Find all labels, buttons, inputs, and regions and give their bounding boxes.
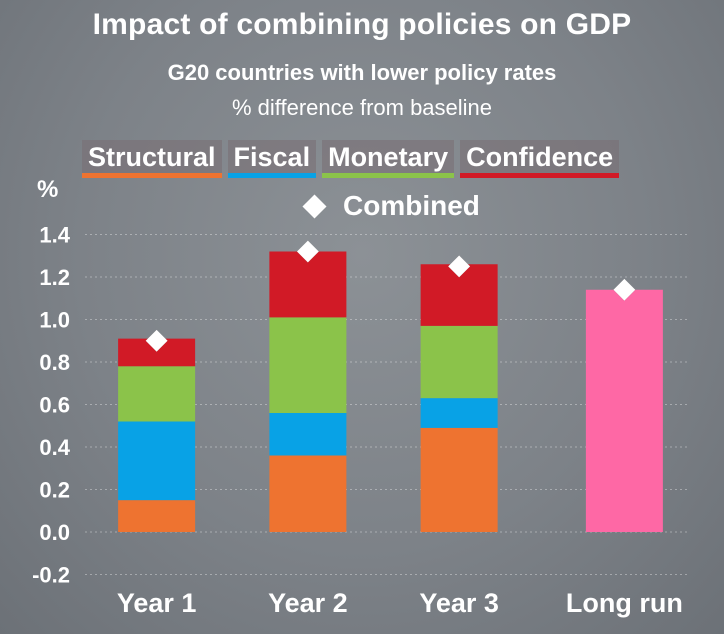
x-category-label: Long run bbox=[566, 588, 683, 618]
bar-fiscal-year-1 bbox=[118, 421, 196, 501]
legend-item-monetary: Monetary bbox=[322, 140, 455, 178]
bar-structural-year-1 bbox=[118, 500, 196, 532]
bar-fiscal-year-3 bbox=[420, 398, 498, 428]
legend-item-combined: Combined bbox=[300, 186, 480, 226]
combined-marker-long-run bbox=[613, 278, 636, 302]
bar-monetary-year-2 bbox=[269, 317, 347, 413]
legend-item-confidence: Confidence bbox=[460, 140, 620, 178]
bar-structural-year-3 bbox=[420, 427, 498, 532]
y-tick-label: 0.8 bbox=[39, 350, 70, 375]
combined-marker-year-3 bbox=[447, 255, 471, 278]
legend: Structural Fiscal Monetary Confidence bbox=[82, 140, 625, 178]
x-category-label: Year 1 bbox=[117, 588, 197, 618]
chart-units-subtitle: % difference from baseline bbox=[231, 95, 493, 120]
chart-title: Impact of combining policies on GDP bbox=[92, 8, 632, 41]
y-tick-label: 0.4 bbox=[39, 435, 70, 460]
y-tick-label: 0.6 bbox=[39, 393, 70, 418]
legend-item-structural: Structural bbox=[82, 140, 222, 178]
legend-item-fiscal: Fiscal bbox=[227, 140, 317, 178]
combined-marker-year-2 bbox=[296, 240, 320, 263]
y-axis-unit-label: % bbox=[37, 176, 59, 203]
x-category-label: Year 3 bbox=[419, 588, 499, 618]
chart-subtitle: G20 countries with lower policy rates bbox=[167, 60, 557, 85]
bar-fiscal-year-2 bbox=[269, 413, 347, 456]
combined-label: Combined bbox=[343, 190, 480, 221]
y-tick-label: 1.0 bbox=[39, 308, 70, 333]
x-category-label: Year 2 bbox=[268, 588, 348, 618]
combined-marker-year-1 bbox=[145, 329, 168, 353]
bar-monetary-year-3 bbox=[420, 325, 498, 399]
y-tick-label: 1.4 bbox=[39, 223, 70, 248]
y-tick-label: 1.2 bbox=[39, 265, 70, 290]
y-tick-label: 0.2 bbox=[39, 478, 70, 503]
bar-structural-year-2 bbox=[269, 455, 347, 532]
y-tick-label: 0.0 bbox=[39, 520, 70, 545]
bar-long-run bbox=[585, 289, 663, 532]
y-tick-label: -0.2 bbox=[32, 563, 70, 588]
bar-monetary-year-1 bbox=[118, 366, 196, 422]
